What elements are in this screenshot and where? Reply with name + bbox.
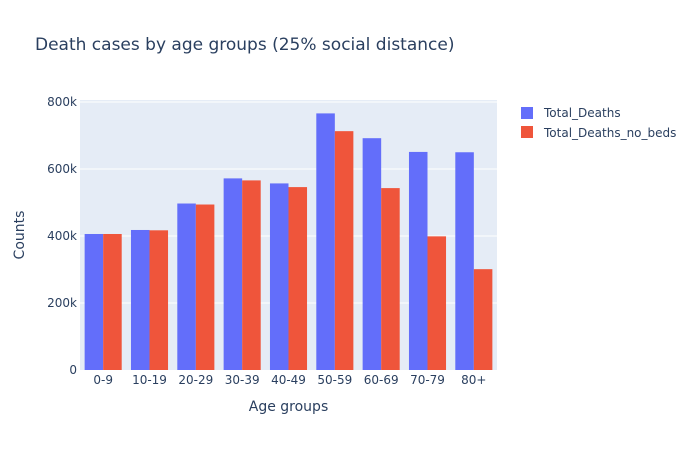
legend-swatch-total-deaths [521,107,533,119]
x-axis-title: Age groups [249,399,328,415]
chart-title: Death cases by age groups (25% social di… [35,35,454,55]
x-tick-label: 50-59 [317,373,352,387]
bar-total-deaths-no-beds-40-49[interactable] [288,187,308,370]
x-tick-label: 10-19 [132,373,167,387]
legend[interactable]: Total_Deaths Total_Deaths_no_beds [521,106,676,140]
y-tick-label: 0 [69,363,77,377]
y-tick-label: 600k [47,162,77,176]
x-tick-label: 0-9 [93,373,113,387]
x-tick-label: 60-69 [364,373,399,387]
x-tick-label: 70-79 [410,373,445,387]
bar-total-deaths-no-beds-70-79[interactable] [427,236,447,370]
x-tick-label: 80+ [461,373,486,387]
bar-total-deaths-no-beds-30-39[interactable] [242,180,261,370]
bar-total-deaths-no-beds-0-9[interactable] [103,233,122,370]
bar-total-deaths-30-39[interactable] [223,178,243,370]
bar-total-deaths-20-29[interactable] [177,203,196,370]
x-tick-label: 40-49 [271,373,306,387]
legend-swatch-total-deaths-no-beds [521,126,533,138]
bar-total-deaths-80plus[interactable] [455,152,474,370]
bars [84,113,493,370]
bar-total-deaths-no-beds-60-69[interactable] [381,188,400,370]
bar-total-deaths-no-beds-20-29[interactable] [195,204,215,370]
y-axis-title: Counts [12,211,28,260]
legend-item-total-deaths[interactable]: Total_Deaths [521,106,621,120]
bar-total-deaths-10-19[interactable] [130,229,150,370]
y-tick-label: 800k [47,95,77,109]
y-tick-label: 200k [47,296,77,310]
bar-total-deaths-0-9[interactable] [84,233,104,370]
bar-total-deaths-50-59[interactable] [316,113,335,370]
legend-label-total-deaths: Total_Deaths [543,106,621,120]
x-tick-label: 20-29 [178,373,213,387]
bar-total-deaths-no-beds-80plus[interactable] [473,269,493,370]
y-axis-ticks: 0 200k 400k 600k 800k [47,95,77,377]
bar-total-deaths-40-49[interactable] [269,183,289,370]
legend-item-total-deaths-no-beds[interactable]: Total_Deaths_no_beds [521,126,676,140]
legend-label-total-deaths-no-beds: Total_Deaths_no_beds [543,126,676,140]
bar-total-deaths-60-69[interactable] [362,138,382,370]
x-axis-ticks: 0-9 10-19 20-29 30-39 40-49 50-59 60-69 70-79 80… [93,373,486,387]
y-tick-label: 400k [47,229,77,243]
bar-total-deaths-70-79[interactable] [408,151,428,370]
x-tick-label: 30-39 [225,373,260,387]
bar-total-deaths-no-beds-10-19[interactable] [149,230,169,370]
bar-total-deaths-no-beds-50-59[interactable] [334,131,354,370]
